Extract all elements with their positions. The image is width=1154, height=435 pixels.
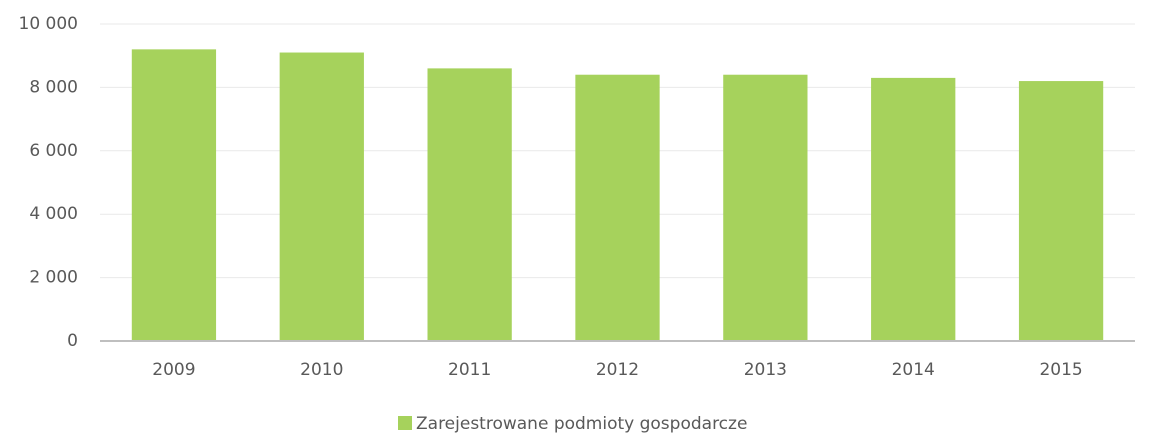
y-tick-label: 10 000 [19, 14, 78, 34]
bar [723, 74, 808, 341]
y-tick-label: 6 000 [29, 141, 78, 161]
x-tick-label: 2013 [744, 360, 787, 380]
x-tick-label: 2012 [596, 360, 639, 380]
x-tick-label: 2009 [152, 360, 195, 380]
x-tick-label: 2015 [1039, 360, 1082, 380]
bar [1018, 81, 1104, 341]
legend-label: Zarejestrowane podmioty gospodarcze [416, 414, 747, 434]
bar [427, 68, 512, 341]
x-tick-label: 2014 [892, 360, 935, 380]
y-tick-label: 4 000 [29, 204, 78, 224]
x-tick-label: 2010 [300, 360, 343, 380]
x-tick-label: 2011 [448, 360, 491, 380]
y-tick-label: 2 000 [29, 268, 78, 288]
bar [279, 52, 364, 341]
y-tick-label: 8 000 [29, 77, 78, 97]
bar [131, 49, 217, 342]
y-tick-label: 0 [67, 331, 78, 351]
bar [575, 74, 660, 341]
legend-swatch [398, 416, 412, 430]
bar [871, 77, 956, 341]
